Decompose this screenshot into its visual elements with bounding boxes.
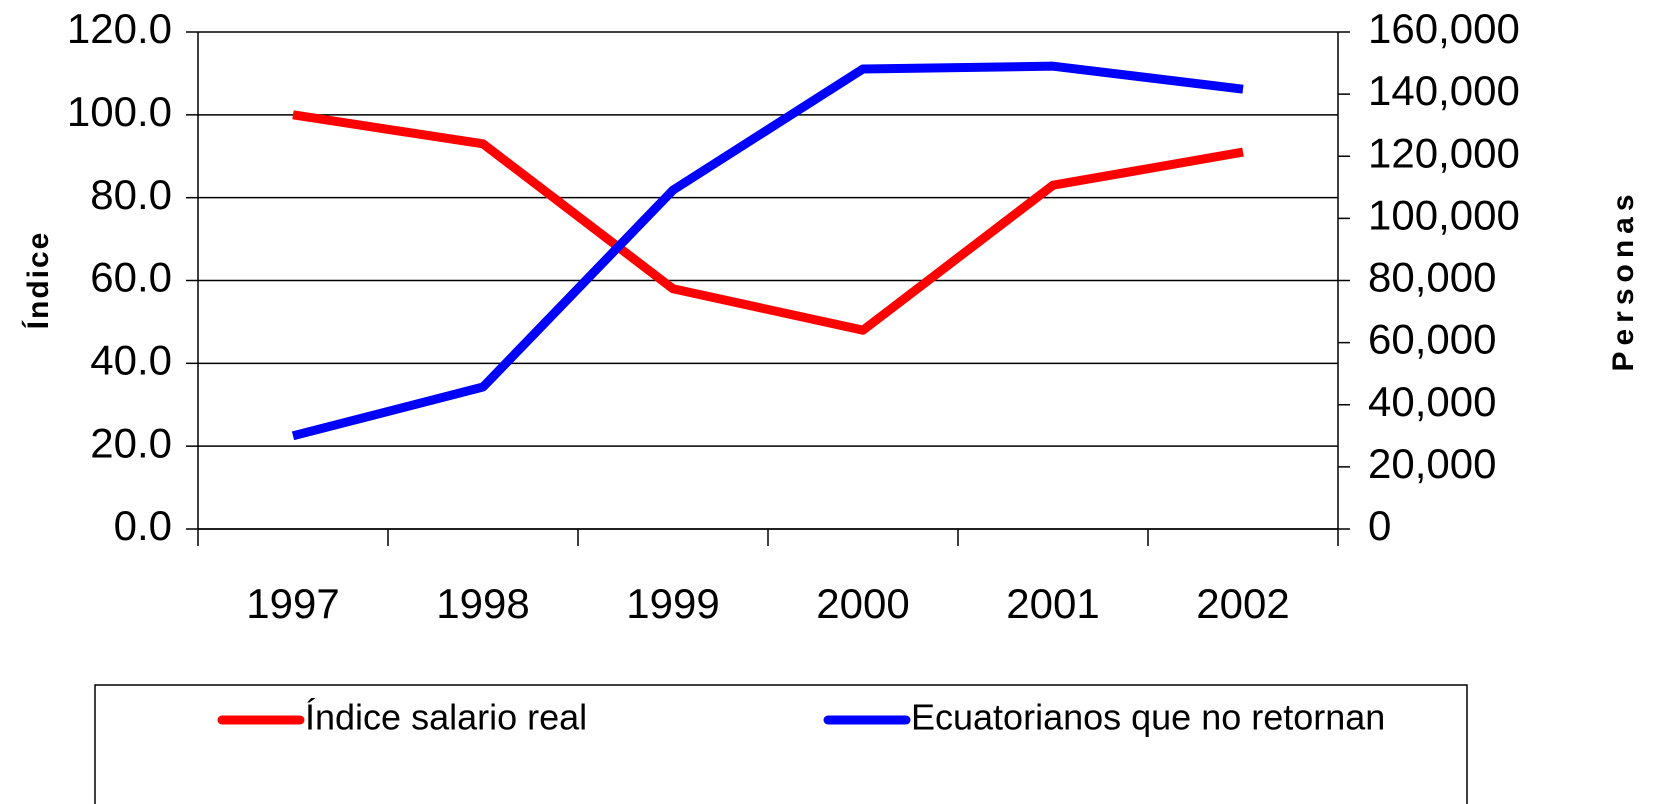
legend-label: Ecuatorianos que no retornan xyxy=(911,697,1385,738)
series-line xyxy=(291,61,1244,441)
y2-tick-label: 40,000 xyxy=(1368,378,1496,425)
y2-tick-label: 60,000 xyxy=(1368,316,1496,363)
y-tick-label: 40.0 xyxy=(90,336,172,383)
y2-tick-label: 160,000 xyxy=(1368,5,1520,52)
x-tick-label: 1998 xyxy=(436,580,529,627)
y2-tick-label: 20,000 xyxy=(1368,440,1496,487)
y-tick-label: 20.0 xyxy=(90,419,172,466)
y2-tick-label: 140,000 xyxy=(1368,67,1520,114)
y-tick-label: 120.0 xyxy=(67,5,172,52)
y2-tick-label: 120,000 xyxy=(1368,129,1520,176)
x-tick-label: 2001 xyxy=(1006,580,1099,627)
y-tick-label: 80.0 xyxy=(90,171,172,218)
y2-axis-label: Personas xyxy=(1607,188,1640,371)
legend-label: Índice salario real xyxy=(305,697,587,738)
legend-box xyxy=(94,684,1468,804)
y-tick-label: 100.0 xyxy=(67,88,172,135)
y2-tick-label: 80,000 xyxy=(1368,254,1496,301)
y-tick-label: 60.0 xyxy=(90,254,172,301)
x-tick-label: 2000 xyxy=(816,580,909,627)
x-tick-label: 1997 xyxy=(246,580,339,627)
y-tick-label: 0.0 xyxy=(114,502,172,549)
y-axis-label: Índice xyxy=(21,231,55,330)
y2-tick-label: 0 xyxy=(1368,502,1391,549)
series-line xyxy=(292,110,1244,335)
x-tick-label: 1999 xyxy=(626,580,719,627)
y2-tick-label: 100,000 xyxy=(1368,191,1520,238)
x-tick-label: 2002 xyxy=(1196,580,1289,627)
